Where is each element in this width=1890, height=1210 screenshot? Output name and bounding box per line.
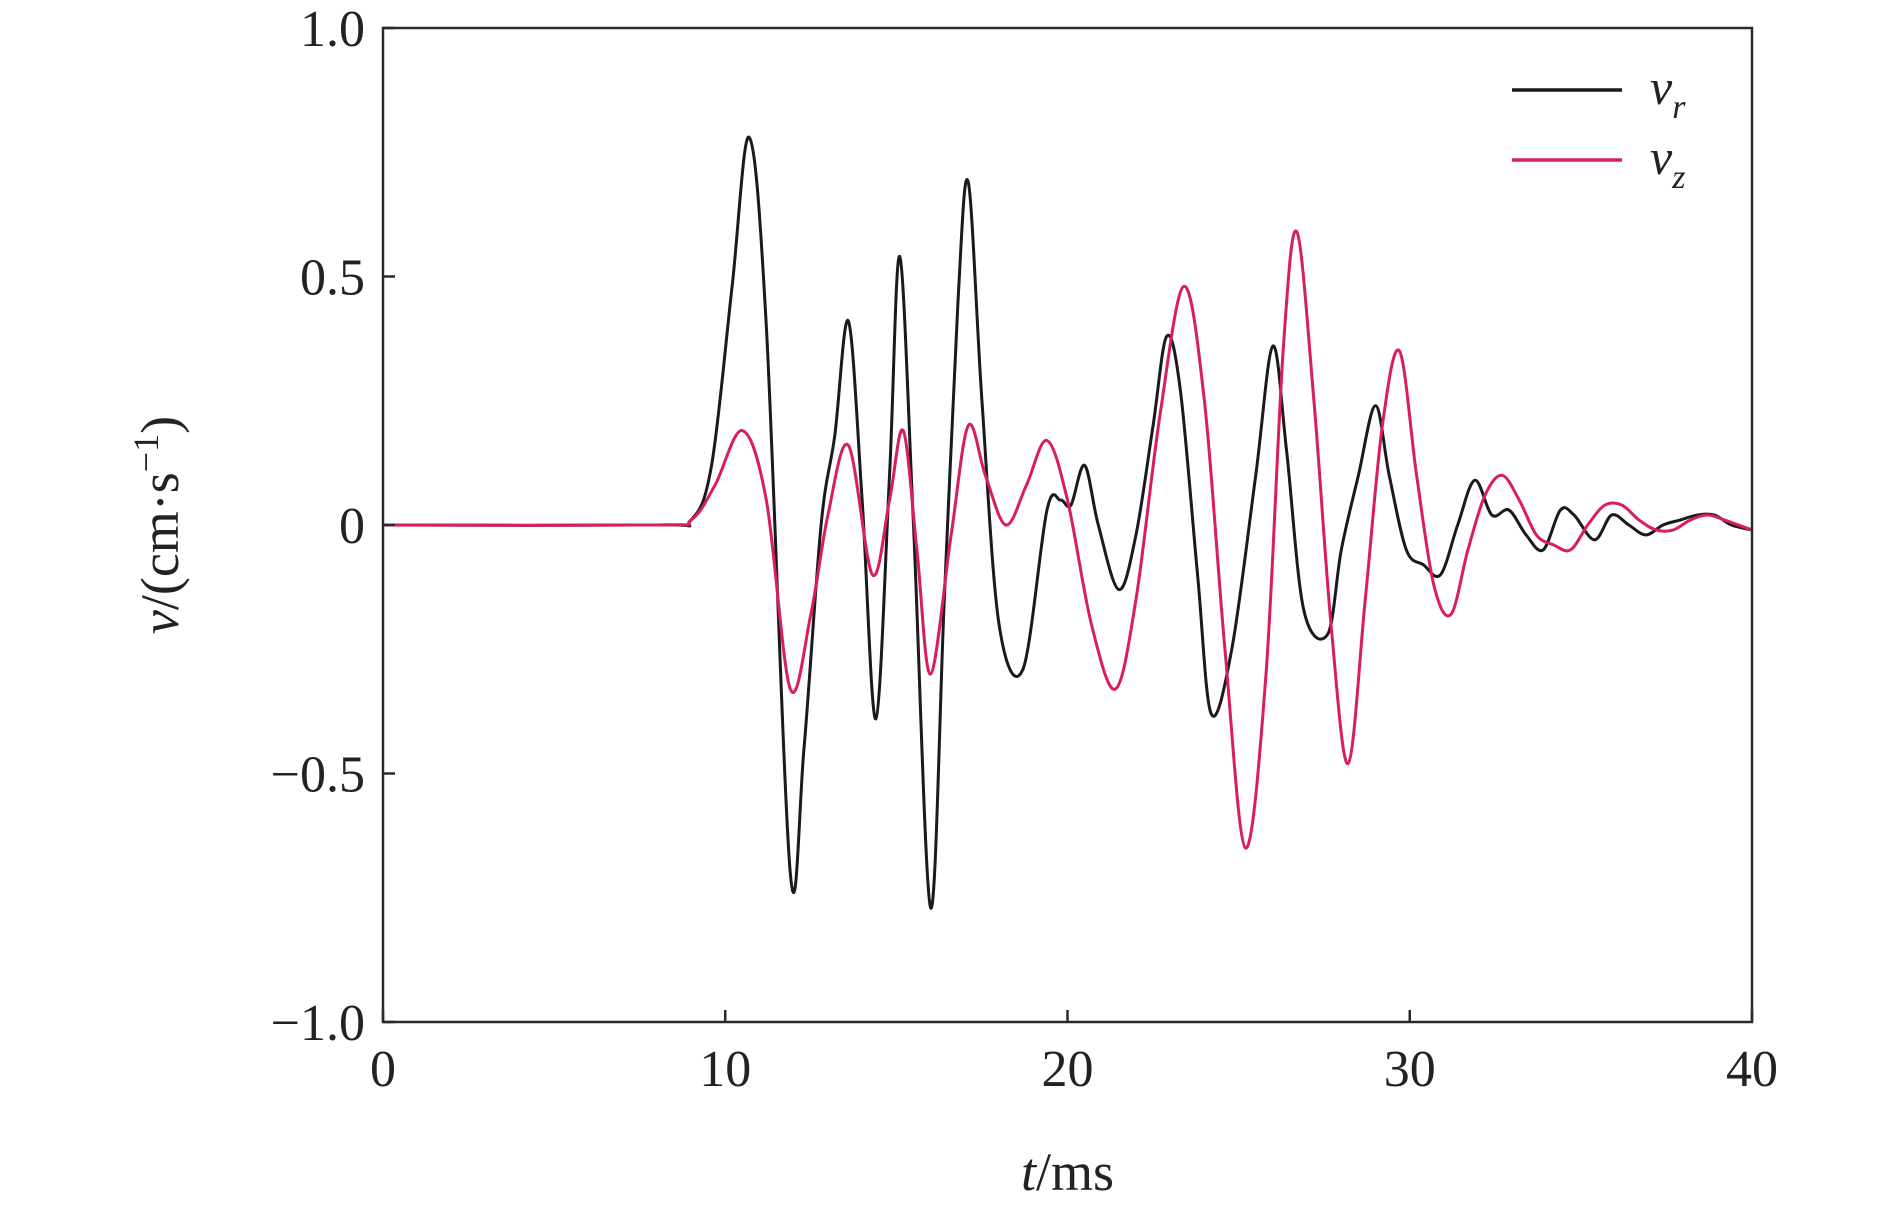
series-line-v-z (382, 229, 1753, 850)
series-line-v-r (382, 135, 1753, 910)
x-tick-label: 10 (699, 1041, 751, 1098)
ticks-layer: 0 10 20 30 40 1.0 0.5 0 −0.5 −1.0 (271, 1, 1778, 1098)
legend-label-v-z: vz (1650, 129, 1685, 196)
y-tick-label: −1.0 (271, 995, 365, 1052)
x-axis-label: t/ms (1021, 1142, 1114, 1202)
x-tick-label: 20 (1042, 1041, 1094, 1098)
y-tick-label: −0.5 (271, 747, 365, 804)
y-axis-label: v/(cm·s−1) (126, 416, 190, 634)
x-tick-label: 0 (370, 1041, 396, 1098)
x-axis-label-var: t (1021, 1142, 1038, 1202)
legend-label-v-r: vr (1650, 59, 1686, 126)
y-axis-label-unit-prefix: /(cm·s (130, 472, 190, 610)
y-axis-label-var: v (130, 610, 190, 634)
y-axis-label-unit-sup: −1 (126, 434, 166, 472)
y-axis-label-unit-suffix: ) (130, 416, 190, 434)
x-tick-label: 30 (1384, 1041, 1436, 1098)
y-tick-label: 1.0 (300, 1, 365, 58)
y-tick-label: 0.5 (300, 250, 365, 307)
x-tick-label: 40 (1726, 1041, 1778, 1098)
x-axis-label-unit: /ms (1036, 1142, 1114, 1202)
y-tick-label: 0 (339, 498, 365, 555)
series-layer (382, 135, 1753, 910)
